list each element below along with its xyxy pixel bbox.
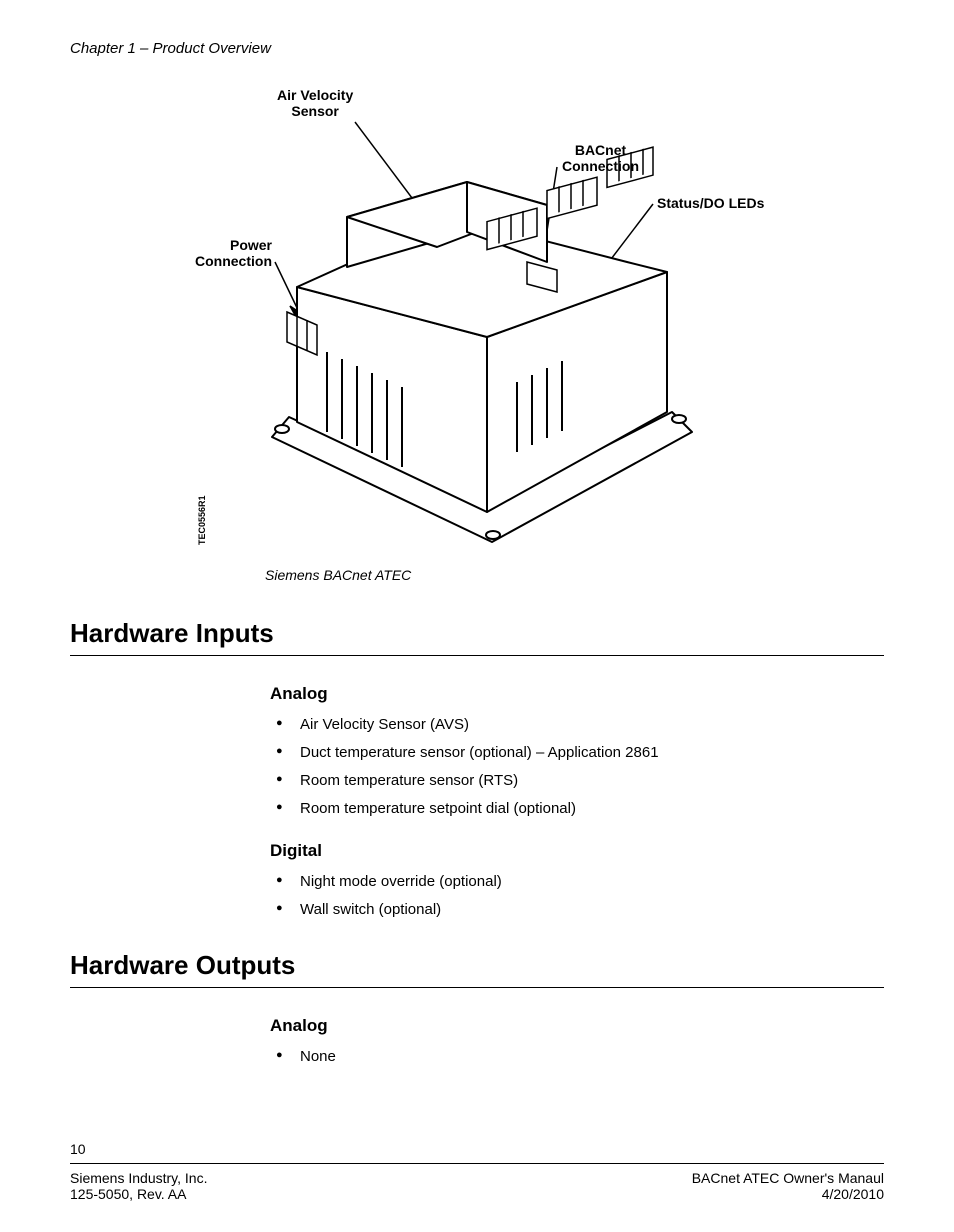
- footer-doc-title: BACnet ATEC Owner's Manaul: [692, 1170, 884, 1186]
- page-number: 10: [70, 1141, 884, 1157]
- inputs-content: Analog Air Velocity Sensor (AVS) Duct te…: [270, 684, 884, 918]
- page-footer: 10 Siemens Industry, Inc. 125-5050, Rev.…: [70, 1141, 884, 1202]
- callout-leds: Status/DO LEDs: [657, 195, 764, 211]
- footer-rule: [70, 1163, 884, 1164]
- footer-docnum: 125-5050, Rev. AA: [70, 1186, 207, 1202]
- analog-inputs-list: Air Velocity Sensor (AVS) Duct temperatu…: [270, 716, 884, 817]
- subheading-analog-outputs: Analog: [270, 1016, 884, 1036]
- callout-bacnet: BACnet Connection: [562, 142, 639, 174]
- digital-inputs-list: Night mode override (optional) Wall swit…: [270, 873, 884, 918]
- footer-date: 4/20/2010: [692, 1186, 884, 1202]
- footer-company: Siemens Industry, Inc.: [70, 1170, 207, 1186]
- callout-power: Power Connection: [187, 237, 272, 269]
- section-rule: [70, 987, 884, 988]
- subheading-digital-inputs: Digital: [270, 841, 884, 861]
- analog-outputs-list: None: [270, 1048, 884, 1065]
- callout-avs: Air Velocity Sensor: [277, 87, 353, 119]
- product-figure: Air Velocity Sensor BACnet Connection St…: [187, 87, 767, 557]
- section-rule: [70, 655, 884, 656]
- list-item: Night mode override (optional): [276, 873, 884, 890]
- figure-caption: Siemens BACnet ATEC: [265, 567, 884, 583]
- device-diagram-svg: [187, 87, 767, 557]
- figure-ref-label: TEC0556R1: [197, 495, 207, 545]
- list-item: Wall switch (optional): [276, 901, 884, 918]
- outputs-content: Analog None: [270, 1016, 884, 1065]
- list-item: Room temperature sensor (RTS): [276, 772, 884, 789]
- list-item: Duct temperature sensor (optional) – App…: [276, 744, 884, 761]
- list-item: Room temperature setpoint dial (optional…: [276, 800, 884, 817]
- subheading-analog-inputs: Analog: [270, 684, 884, 704]
- chapter-header: Chapter 1 – Product Overview: [70, 40, 884, 57]
- heading-hardware-inputs: Hardware Inputs: [70, 618, 884, 649]
- list-item: None: [276, 1048, 884, 1065]
- list-item: Air Velocity Sensor (AVS): [276, 716, 884, 733]
- heading-hardware-outputs: Hardware Outputs: [70, 950, 884, 981]
